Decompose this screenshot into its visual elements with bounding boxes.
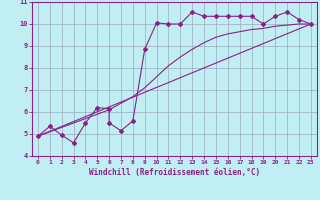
X-axis label: Windchill (Refroidissement éolien,°C): Windchill (Refroidissement éolien,°C)	[89, 168, 260, 177]
